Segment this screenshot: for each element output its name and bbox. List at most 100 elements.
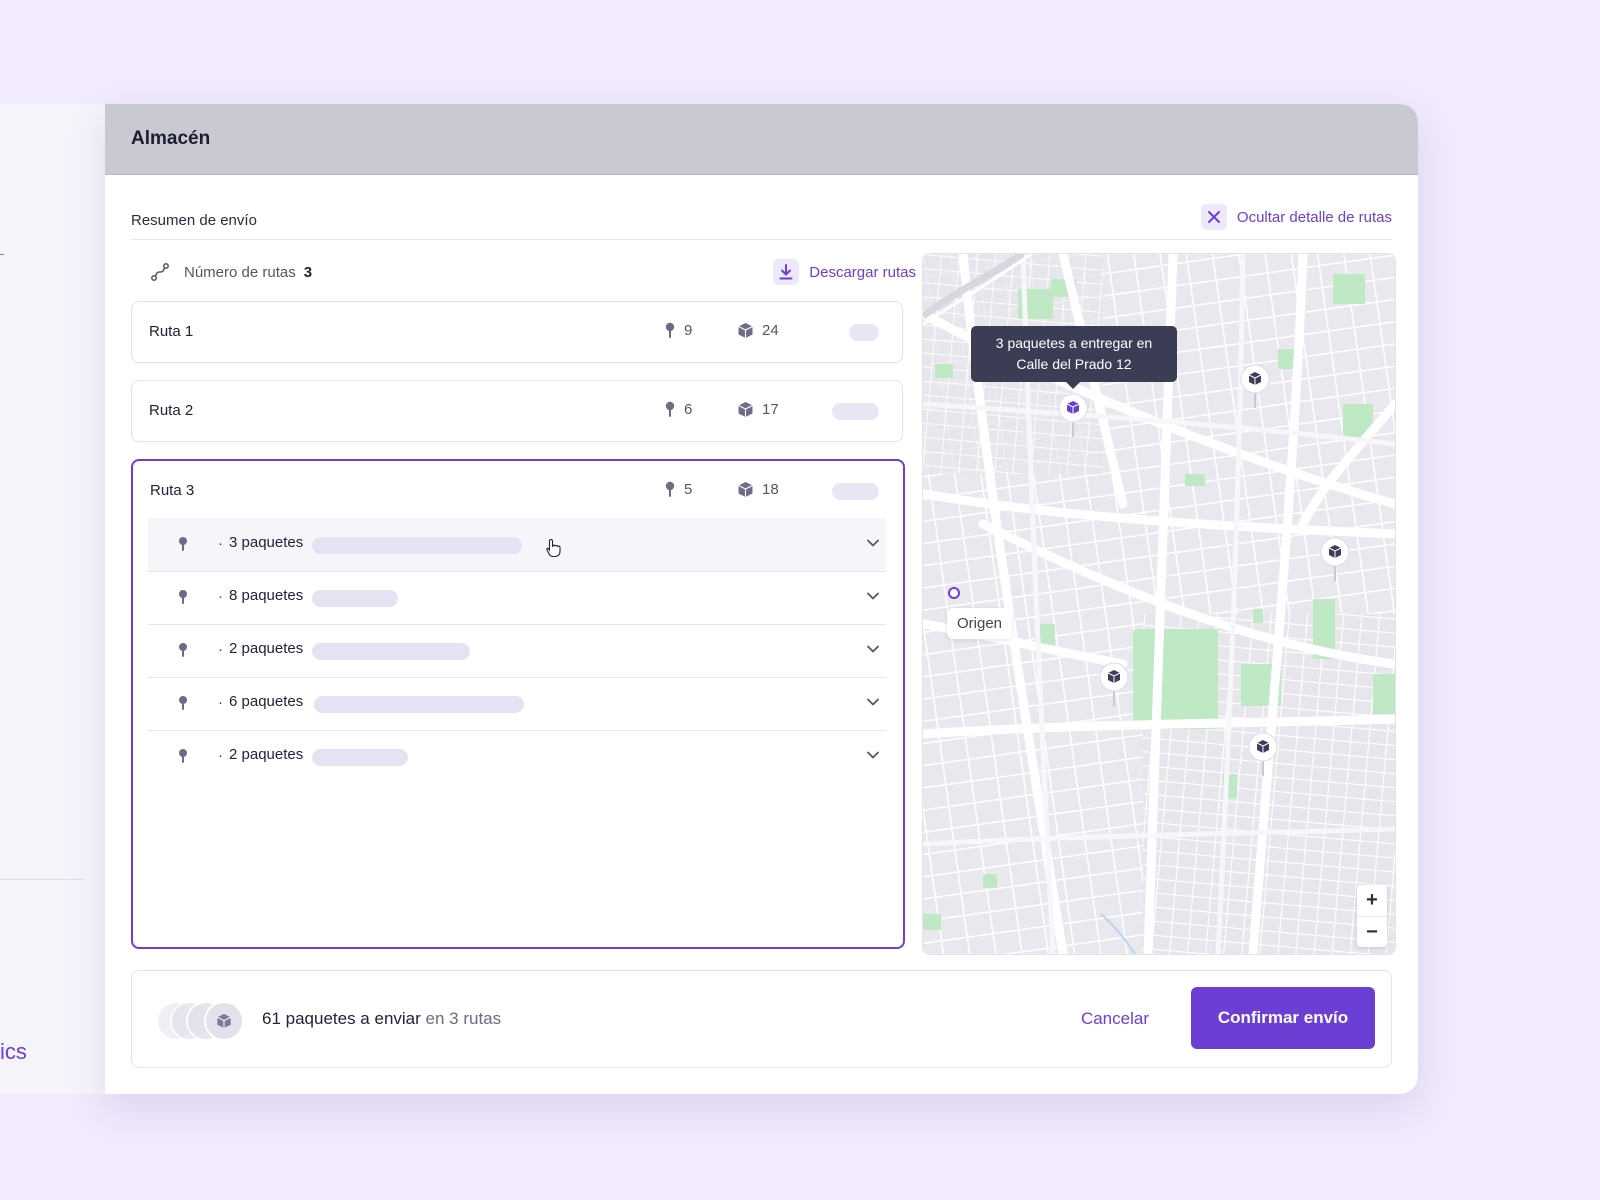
chevron-down-icon[interactable] bbox=[866, 644, 880, 654]
stop-row[interactable]: · 8 paquetes bbox=[148, 571, 886, 625]
stop-address-placeholder bbox=[312, 643, 470, 660]
chevron-down-icon[interactable] bbox=[866, 750, 880, 760]
stop-package-count: 2 paquetes bbox=[229, 746, 304, 763]
route-stops: 6 bbox=[664, 401, 692, 418]
stop-address-placeholder bbox=[314, 696, 524, 713]
tooltip-line-1: 3 paquetes a entregar en bbox=[995, 335, 1153, 351]
shipment-footer: 61 paquetes a enviar en 3 rutas Cancelar… bbox=[131, 970, 1392, 1068]
route-packages-value: 17 bbox=[762, 401, 779, 418]
route-card-1[interactable]: Ruta 1 9 24 bbox=[131, 301, 903, 363]
footer-summary: 61 paquetes a enviar en 3 rutas bbox=[262, 1009, 501, 1029]
stop-address-placeholder bbox=[312, 590, 398, 607]
stop-package-count: 2 paquetes bbox=[229, 640, 304, 657]
zoom-controls: + − bbox=[1357, 885, 1387, 947]
stop-separator: · bbox=[218, 747, 223, 764]
hide-route-details-button[interactable]: Ocultar detalle de rutas bbox=[1200, 204, 1392, 230]
sidebar-tick bbox=[0, 254, 4, 255]
package-avatar-stack bbox=[156, 1001, 246, 1041]
route-stops-value: 6 bbox=[684, 401, 693, 418]
routes-header: Número de rutas 3 Descargar rutas bbox=[150, 254, 916, 290]
download-routes-button[interactable]: Descargar rutas bbox=[773, 259, 916, 285]
close-icon bbox=[1200, 204, 1227, 230]
shipment-panel: Almacén Resumen de envío Ocultar detalle… bbox=[105, 104, 1418, 1094]
map-pin-icon bbox=[179, 749, 187, 763]
stop-row[interactable]: · 3 paquetes bbox=[148, 518, 886, 572]
map-pin-icon bbox=[179, 643, 187, 657]
route-card-3[interactable]: Ruta 3 5 18 · 3 paquetes · 8 paquetes bbox=[131, 459, 905, 949]
summary-label: Resumen de envío bbox=[131, 212, 257, 229]
zoom-out-button[interactable]: − bbox=[1357, 916, 1387, 948]
package-marker-icon[interactable] bbox=[1099, 662, 1129, 708]
route-map[interactable]: 3 paquetes a entregar en Calle del Prado… bbox=[922, 253, 1396, 955]
route-stops: 9 bbox=[664, 322, 692, 339]
map-pin-icon bbox=[179, 537, 187, 551]
routes-count-value: 3 bbox=[303, 263, 313, 281]
package-marker-icon[interactable] bbox=[1320, 537, 1350, 583]
route-packages-value: 24 bbox=[762, 322, 779, 339]
chevron-down-icon[interactable] bbox=[866, 697, 880, 707]
package-icon bbox=[738, 482, 753, 497]
route-icon bbox=[150, 262, 170, 282]
confirm-shipment-button[interactable]: Confirmar envío bbox=[1191, 987, 1375, 1049]
package-icon bbox=[738, 323, 753, 338]
route-packages: 17 bbox=[737, 401, 779, 418]
map-pin-icon bbox=[179, 696, 187, 710]
routes-count: Número de rutas 3 bbox=[150, 262, 312, 282]
stop-separator: · bbox=[218, 535, 223, 552]
stop-separator: · bbox=[218, 694, 223, 711]
tooltip-line-2: Calle del Prado 12 bbox=[1016, 356, 1132, 372]
route-card-2[interactable]: Ruta 2 6 17 bbox=[131, 380, 903, 442]
sidebar: ics bbox=[0, 104, 105, 1094]
cancel-button[interactable]: Cancelar bbox=[1080, 1009, 1149, 1028]
map-pin-icon bbox=[665, 401, 675, 417]
routes-count-label: Número de rutas bbox=[184, 263, 296, 281]
map-pin-icon bbox=[179, 590, 187, 604]
route-stops: 5 bbox=[664, 481, 692, 498]
route-stops-value: 5 bbox=[684, 481, 693, 498]
stop-row[interactable]: · 6 paquetes bbox=[148, 677, 886, 731]
route-status-pill bbox=[832, 483, 879, 500]
stop-package-count: 6 paquetes bbox=[229, 693, 304, 710]
panel-title: Almacén bbox=[131, 128, 211, 149]
hide-route-details-label: Ocultar detalle de rutas bbox=[1236, 208, 1392, 226]
route-packages: 18 bbox=[737, 481, 779, 498]
hand-cursor-icon bbox=[546, 538, 561, 558]
route-name: Ruta 3 bbox=[150, 482, 195, 499]
map-pin-icon bbox=[665, 322, 675, 338]
route-packages: 24 bbox=[737, 322, 779, 339]
stop-address-placeholder bbox=[312, 749, 408, 766]
zoom-in-button[interactable]: + bbox=[1366, 889, 1378, 911]
route-packages-value: 18 bbox=[762, 481, 779, 498]
stop-separator: · bbox=[218, 641, 223, 658]
map-pin-icon bbox=[665, 481, 675, 497]
package-icon bbox=[738, 402, 753, 417]
sidebar-divider bbox=[0, 879, 84, 880]
route-status-pill bbox=[832, 403, 879, 420]
stop-address-placeholder bbox=[312, 537, 522, 554]
summary-bar: Resumen de envío Ocultar detalle de ruta… bbox=[131, 204, 1392, 240]
stop-row[interactable]: · 2 paquetes bbox=[148, 730, 886, 783]
route-status-pill bbox=[849, 324, 879, 341]
chevron-down-icon[interactable] bbox=[866, 538, 880, 548]
footer-routes-text: en 3 rutas bbox=[425, 1009, 502, 1028]
package-marker-icon[interactable] bbox=[1240, 364, 1270, 410]
footer-packages-text: 61 paquetes a enviar bbox=[262, 1009, 421, 1028]
stop-package-count: 3 paquetes bbox=[229, 534, 304, 551]
sidebar-brand-text[interactable]: ics bbox=[0, 1039, 27, 1064]
package-marker-icon-active[interactable] bbox=[1058, 393, 1088, 439]
route-name: Ruta 1 bbox=[149, 323, 194, 340]
stop-package-count: 8 paquetes bbox=[229, 587, 304, 604]
package-avatar-icon bbox=[204, 1001, 244, 1041]
download-routes-label: Descargar rutas bbox=[809, 263, 916, 281]
stop-separator: · bbox=[218, 588, 223, 605]
stop-row[interactable]: · 2 paquetes bbox=[148, 624, 886, 678]
route-name: Ruta 2 bbox=[149, 402, 194, 419]
origin-dot-icon[interactable] bbox=[948, 587, 960, 599]
chevron-down-icon[interactable] bbox=[866, 591, 880, 601]
panel-header: Almacén bbox=[105, 104, 1418, 175]
route-stops-value: 9 bbox=[684, 322, 693, 339]
download-icon bbox=[773, 259, 800, 285]
package-marker-icon[interactable] bbox=[1248, 732, 1278, 778]
map-tooltip: 3 paquetes a entregar en Calle del Prado… bbox=[971, 326, 1177, 389]
origin-label: Origen bbox=[947, 608, 1013, 639]
